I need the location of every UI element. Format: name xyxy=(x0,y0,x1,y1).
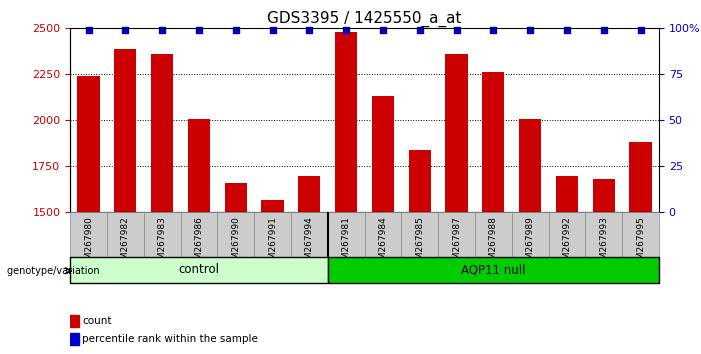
Bar xyxy=(335,32,357,212)
FancyBboxPatch shape xyxy=(107,212,144,257)
FancyBboxPatch shape xyxy=(291,212,327,257)
Bar xyxy=(70,315,79,327)
Bar xyxy=(519,119,541,212)
FancyBboxPatch shape xyxy=(438,212,475,257)
Point xyxy=(156,27,168,33)
FancyBboxPatch shape xyxy=(365,212,401,257)
Text: GSM267987: GSM267987 xyxy=(452,216,461,271)
Bar xyxy=(556,176,578,212)
FancyBboxPatch shape xyxy=(401,212,438,257)
Bar xyxy=(592,179,615,212)
Text: percentile rank within the sample: percentile rank within the sample xyxy=(83,334,258,344)
Bar xyxy=(114,48,136,212)
FancyBboxPatch shape xyxy=(475,212,512,257)
Bar xyxy=(188,119,210,212)
Text: control: control xyxy=(179,263,219,276)
FancyBboxPatch shape xyxy=(585,212,622,257)
FancyBboxPatch shape xyxy=(327,212,365,257)
FancyBboxPatch shape xyxy=(217,212,254,257)
Bar xyxy=(224,183,247,212)
Point xyxy=(193,27,205,33)
FancyBboxPatch shape xyxy=(254,212,291,257)
Text: GSM267980: GSM267980 xyxy=(84,216,93,271)
Text: GSM267981: GSM267981 xyxy=(341,216,350,271)
FancyBboxPatch shape xyxy=(548,212,585,257)
FancyBboxPatch shape xyxy=(70,212,107,257)
Text: GSM267993: GSM267993 xyxy=(599,216,608,271)
Point xyxy=(451,27,462,33)
Point xyxy=(341,27,352,33)
Text: GSM267994: GSM267994 xyxy=(305,216,314,271)
Text: GSM267982: GSM267982 xyxy=(121,216,130,271)
Text: GSM267988: GSM267988 xyxy=(489,216,498,271)
Point xyxy=(488,27,499,33)
Point xyxy=(524,27,536,33)
FancyBboxPatch shape xyxy=(144,212,181,257)
Point xyxy=(377,27,388,33)
Text: GSM267986: GSM267986 xyxy=(194,216,203,271)
FancyBboxPatch shape xyxy=(70,257,327,283)
Point xyxy=(267,27,278,33)
Text: count: count xyxy=(83,316,112,326)
Point xyxy=(120,27,131,33)
Text: GSM267990: GSM267990 xyxy=(231,216,240,271)
Bar xyxy=(151,54,173,212)
Bar xyxy=(261,200,283,212)
Bar xyxy=(77,76,100,212)
Text: GSM267989: GSM267989 xyxy=(526,216,535,271)
Bar xyxy=(445,54,468,212)
Point xyxy=(304,27,315,33)
Text: GSM267992: GSM267992 xyxy=(562,216,571,271)
Point xyxy=(414,27,426,33)
FancyBboxPatch shape xyxy=(512,212,548,257)
Text: AQP11 null: AQP11 null xyxy=(461,263,526,276)
Text: GSM267991: GSM267991 xyxy=(268,216,277,271)
Text: GSM267983: GSM267983 xyxy=(158,216,167,271)
Text: GSM267984: GSM267984 xyxy=(379,216,388,271)
FancyBboxPatch shape xyxy=(622,212,659,257)
FancyBboxPatch shape xyxy=(327,257,659,283)
FancyBboxPatch shape xyxy=(181,212,217,257)
Bar xyxy=(482,73,504,212)
Title: GDS3395 / 1425550_a_at: GDS3395 / 1425550_a_at xyxy=(267,11,462,27)
Point xyxy=(83,27,94,33)
Bar xyxy=(629,142,652,212)
Point xyxy=(562,27,573,33)
Text: genotype/variation: genotype/variation xyxy=(7,266,103,276)
Text: GSM267985: GSM267985 xyxy=(415,216,424,271)
Point xyxy=(598,27,609,33)
Point xyxy=(635,27,646,33)
Bar xyxy=(70,333,79,345)
Bar xyxy=(409,150,430,212)
Bar xyxy=(372,96,394,212)
Text: GSM267995: GSM267995 xyxy=(636,216,645,271)
Point xyxy=(230,27,241,33)
Bar xyxy=(299,176,320,212)
